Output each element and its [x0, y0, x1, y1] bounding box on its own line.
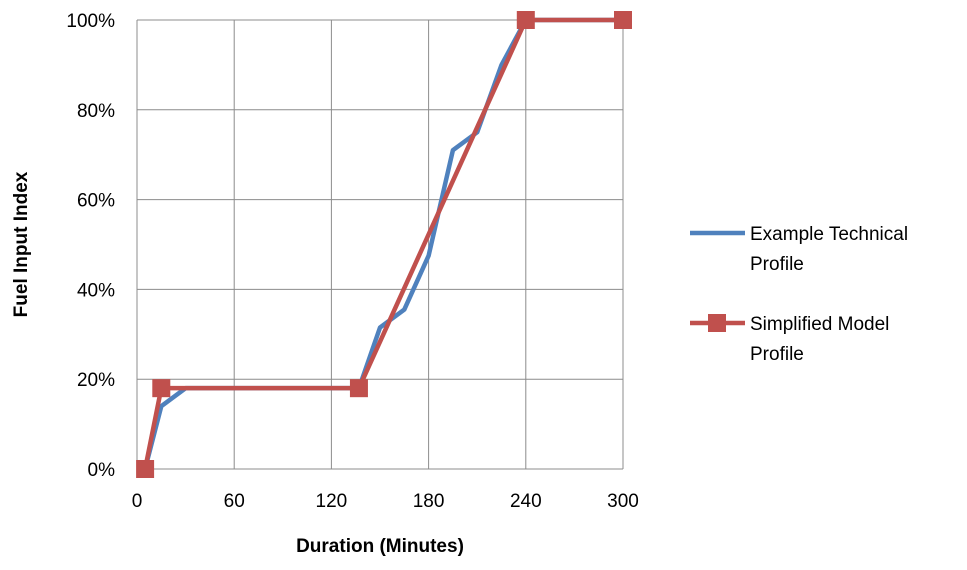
legend-label: Example Technical: [750, 224, 908, 245]
series-line-2: [142, 17, 626, 472]
data-point-marker: [614, 11, 632, 29]
data-point-marker: [516, 11, 535, 29]
y-tick-label: 40%: [77, 280, 115, 301]
tick-labels: 0% 20% 40% 60% 80% 100% 0 60 120 180 240 300: [66, 11, 638, 512]
legend-label: Profile: [750, 254, 804, 275]
x-axis-title: Duration (Minutes): [296, 536, 464, 557]
legend-label: Simplified Model: [750, 314, 889, 335]
x-tick-label: 240: [510, 491, 542, 512]
x-tick-label: 0: [132, 491, 143, 512]
legend-marker: [708, 314, 726, 332]
legend-label: Profile: [750, 344, 804, 365]
data-point-marker: [136, 460, 155, 478]
x-tick-label: 300: [607, 491, 639, 512]
x-tick-label: 180: [413, 491, 445, 512]
y-axis-title: Fuel Input Index: [11, 171, 32, 317]
data-point-marker: [349, 379, 368, 398]
y-tick-label: 0%: [88, 460, 116, 481]
y-tick-label: 80%: [77, 101, 115, 122]
y-tick-label: 100%: [66, 11, 115, 32]
legend-item-1: Example Technical Profile: [690, 224, 908, 275]
y-tick-label: 20%: [77, 370, 115, 391]
data-point-marker: [152, 379, 171, 398]
x-tick-label: 120: [316, 491, 348, 512]
x-tick-label: 60: [224, 491, 245, 512]
series-line-1: [142, 17, 626, 472]
y-tick-label: 60%: [77, 191, 115, 212]
legend-item-2: Simplified Model Profile: [690, 314, 889, 365]
grid-layer: [136, 19, 624, 470]
series-layer: [136, 11, 632, 478]
